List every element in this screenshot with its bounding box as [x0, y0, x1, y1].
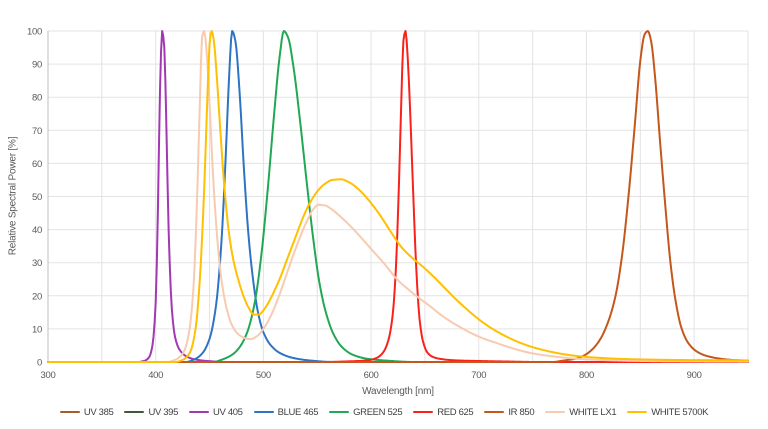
y-tick-label: 10: [32, 324, 42, 335]
legend-swatch-line: [545, 410, 566, 414]
legend-label: WHITE LX1: [569, 406, 617, 418]
legend-item-white-lx1: WHITE LX1: [545, 406, 617, 418]
y-axis-title: Relative Spectral Power [%]: [7, 136, 19, 256]
y-tick-label: 50: [32, 192, 42, 203]
legend-swatch-line: [253, 410, 274, 414]
legend-item-blue-465: BLUE 465: [253, 406, 319, 418]
legend: UV 385 UV 395 UV 405 BLUE 465 GREEN 525 RED 6…: [0, 404, 768, 420]
x-tick-label: 400: [148, 370, 163, 381]
legend-swatch-line: [59, 410, 80, 414]
legend-item-white-5700k: WHITE 5700K: [627, 407, 708, 418]
x-tick-label: 600: [364, 370, 379, 381]
x-tick-label: 800: [579, 370, 594, 381]
y-tick-label: 60: [32, 159, 42, 170]
plot-area: 0 10 20 30 40 50 60 70 80 90 100 300 400 500 600 700 800…: [27, 27, 749, 381]
legend-label: RED 625: [437, 406, 474, 418]
legend-item-uv-405: UV 405: [189, 407, 243, 418]
y-tick-label: 40: [32, 225, 42, 236]
legend-item-uv-385: UV 385: [59, 406, 114, 418]
legend-label: UV 385: [83, 406, 114, 418]
x-tick-label: 300: [41, 370, 56, 381]
y-tick-label: 0: [37, 358, 42, 369]
legend-label: BLUE 465: [277, 406, 319, 418]
y-tick-label: 100: [27, 27, 42, 38]
legend-swatch-line: [124, 410, 145, 414]
legend-label: IR 850: [508, 406, 535, 418]
legend-item-ir-850: IR 850: [484, 406, 535, 418]
y-tick-label: 20: [32, 291, 42, 302]
legend-label: GREEN 525: [353, 406, 403, 418]
x-tick-label: 500: [256, 370, 271, 381]
x-tick-label: 900: [687, 370, 702, 381]
curve-ir-850: [47, 30, 749, 363]
legend-swatch-line: [627, 410, 648, 414]
y-tick-label: 80: [32, 93, 42, 104]
legend-item-uv-395: UV 395: [124, 407, 178, 418]
legend-swatch-line: [329, 410, 350, 414]
legend-swatch-line: [484, 410, 505, 414]
curve-white-5700k: [47, 30, 749, 363]
x-tick-label: 700: [471, 370, 486, 381]
legend-item-green-525: GREEN 525: [329, 406, 403, 418]
y-tick-label: 70: [32, 126, 42, 137]
y-tick-label: 30: [32, 258, 42, 269]
x-axis-title: Wavelength [nm]: [362, 386, 434, 397]
legend-swatch-line: [189, 410, 210, 414]
legend-label: UV 405: [213, 406, 243, 418]
y-tick-label: 90: [32, 60, 42, 71]
legend-label: WHITE 5700K: [651, 406, 709, 418]
legend-label: UV 395: [148, 406, 179, 418]
legend-item-red-625: RED 625: [413, 406, 474, 418]
legend-swatch-line: [413, 410, 434, 414]
